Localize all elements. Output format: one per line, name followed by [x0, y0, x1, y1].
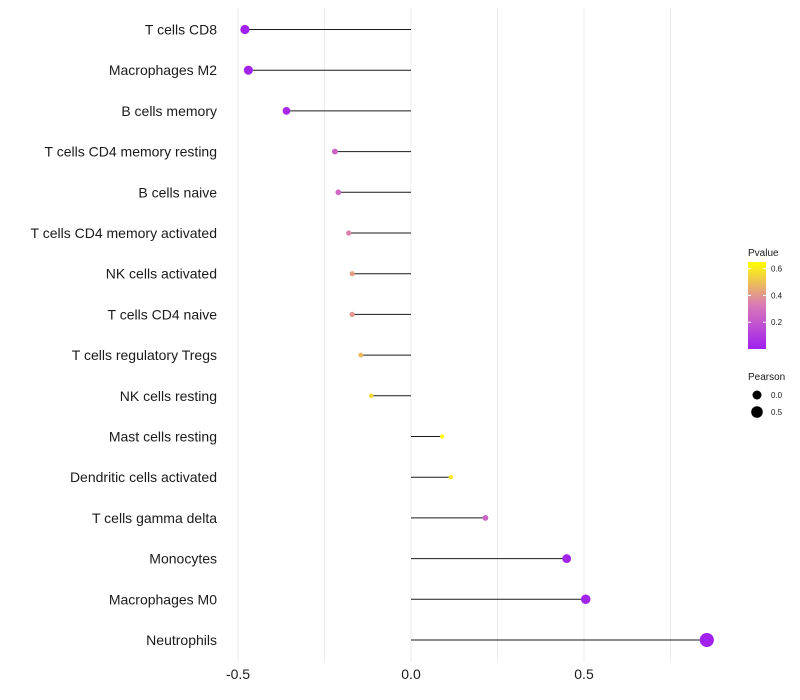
- category-label: Monocytes: [149, 551, 217, 567]
- lollipop-dot: [448, 474, 454, 480]
- category-label: T cells regulatory Tregs: [72, 347, 217, 363]
- stem-layer: [244, 29, 707, 641]
- pearson-legend-title: Pearson: [748, 372, 785, 383]
- category-label: T cells CD8: [145, 22, 217, 38]
- category-label: B cells memory: [121, 103, 217, 119]
- x-axis-ticks: -0.5 0.0 0.5: [226, 666, 594, 682]
- lollipop-dot: [699, 632, 714, 648]
- category-label: Dendritic cells activated: [70, 469, 217, 485]
- pearson-legend-dot: [751, 406, 763, 418]
- pvalue-colorbar: [748, 262, 766, 349]
- category-label: Macrophages M0: [109, 591, 217, 607]
- x-tick-label: 0.0: [401, 666, 421, 682]
- pearson-legend-dot: [752, 390, 762, 400]
- lollipop-dot: [282, 107, 291, 115]
- lollipop-dot: [358, 352, 364, 358]
- lollipop-dot: [368, 393, 374, 399]
- dot-layer: [240, 24, 714, 648]
- pvalue-legend-ticks: 0.2 0.4 0.6: [748, 265, 783, 327]
- pearson-legend-entries: 0.0 0.5: [751, 390, 783, 418]
- lollipop-dot: [346, 230, 352, 236]
- category-label: Macrophages M2: [109, 62, 217, 78]
- grid-layer: [237, 8, 671, 662]
- lollipop-dot: [562, 554, 572, 564]
- category-labels: T cells CD8 Macrophages M2 B cells memory T…: [31, 22, 218, 649]
- lollipop-dot: [482, 515, 489, 521]
- pearson-legend-label: 0.5: [771, 408, 783, 417]
- lollipop-dot: [580, 594, 591, 605]
- lollipop-dot: [243, 65, 253, 75]
- category-label: NK cells activated: [106, 266, 217, 282]
- category-label: T cells CD4 memory activated: [31, 225, 217, 241]
- pvalue-tick-label: 0.4: [771, 291, 783, 300]
- pvalue-tick-label: 0.6: [771, 265, 783, 274]
- lollipop-dot: [440, 434, 445, 439]
- category-label: B cells naive: [138, 184, 217, 200]
- category-label: Neutrophils: [146, 632, 217, 648]
- x-tick-label: -0.5: [226, 666, 250, 682]
- category-label: T cells CD4 memory resting: [45, 144, 217, 160]
- lollipop-dot: [331, 148, 338, 155]
- category-label: NK cells resting: [120, 388, 217, 404]
- pvalue-legend-title: Pvalue: [748, 248, 779, 259]
- x-tick-label: 0.5: [574, 666, 594, 682]
- legends: Pvalue 0.2 0.4 0.6 Pearson 0.0 0.5: [748, 248, 785, 418]
- pearson-legend-label: 0.0: [771, 391, 783, 400]
- category-label: T cells gamma delta: [92, 510, 217, 526]
- lollipop-dot: [335, 189, 342, 196]
- pvalue-tick-label: 0.2: [771, 318, 783, 327]
- lollipop-dot: [240, 24, 250, 35]
- lollipop-dot: [349, 311, 355, 318]
- category-label: T cells CD4 naive: [108, 306, 218, 322]
- lollipop-dot: [349, 271, 355, 277]
- category-label: Mast cells resting: [109, 429, 217, 445]
